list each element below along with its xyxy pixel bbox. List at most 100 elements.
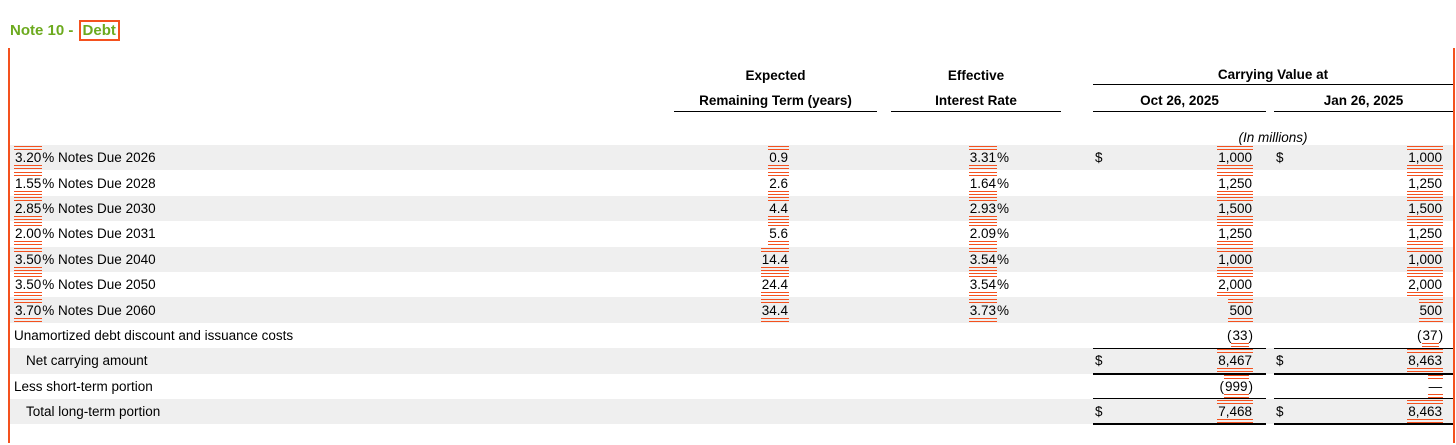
note-title-highlight-tag[interactable]: Debt	[78, 20, 120, 41]
cell-rate: 3.73%	[891, 297, 1061, 322]
xbrl-tagged-fact[interactable]: —	[1427, 374, 1444, 398]
xbrl-tagged-fact[interactable]: 3.50	[14, 273, 43, 297]
cell-term: 34.4	[674, 297, 877, 322]
xbrl-tagged-fact[interactable]: 33	[1231, 327, 1249, 347]
debt-table: Expected Effective Carrying Value at Rem…	[10, 48, 1454, 426]
cell-oct-value: 1,250	[1117, 170, 1266, 195]
row-label: 3.50% Notes Due 2050	[10, 272, 674, 297]
xbrl-tagged-fact[interactable]: 3.50	[14, 247, 43, 271]
gap-cell	[877, 348, 891, 373]
row-label: 3.50% Notes Due 2040	[10, 247, 674, 272]
xbrl-tagged-fact[interactable]: 1,250	[1217, 222, 1253, 246]
xbrl-tagged-fact[interactable]: 2.93	[968, 196, 997, 220]
gap-cell	[877, 170, 891, 195]
xbrl-tagged-fact[interactable]: 1,250	[1407, 222, 1444, 246]
gap-cell	[877, 221, 891, 246]
xbrl-tagged-fact[interactable]: 999	[1223, 374, 1249, 398]
cell-term: 5.6	[674, 221, 877, 246]
xbrl-tagged-fact[interactable]: 3.70	[14, 298, 43, 322]
cell-oct-value: 7,468	[1117, 398, 1266, 426]
xbrl-tagged-fact[interactable]: 3.20	[14, 146, 43, 170]
gap-cell	[877, 272, 891, 297]
value-suffix: % Notes Due 2060	[42, 302, 156, 318]
value-suffix: % Notes Due 2031	[42, 226, 156, 242]
gap-cell	[877, 297, 891, 322]
xbrl-tagged-fact[interactable]: 1,500	[1217, 196, 1253, 220]
header-gap	[877, 85, 891, 112]
xbrl-tagged-fact[interactable]: 4.4	[768, 196, 789, 220]
header-empty	[10, 112, 674, 146]
cell-term: 0.9	[674, 145, 877, 170]
table-row: 1.55% Notes Due 2028 2.6 1.64% 1,250 1,250	[10, 170, 1453, 195]
xbrl-tagged-fact[interactable]: 1,000	[1217, 247, 1253, 271]
xbrl-tagged-fact[interactable]: 500	[1418, 298, 1444, 322]
cell-jan-value: 1,000	[1298, 145, 1453, 170]
row-label: 3.20% Notes Due 2026	[10, 145, 674, 170]
cell-jan-dollar: $	[1274, 348, 1298, 375]
table-row: Total long-term portion $7,468 $8,463	[10, 398, 1454, 426]
xbrl-tagged-fact[interactable]: 34.4	[760, 298, 789, 322]
gap-cell	[1061, 348, 1093, 373]
xbrl-tagged-fact[interactable]: 3.73	[968, 298, 997, 322]
xbrl-tagged-fact[interactable]: 1.64	[968, 171, 997, 195]
row-label: Less short-term portion	[14, 378, 153, 394]
cell-oct-dollar	[1093, 272, 1117, 297]
gap-cell	[1266, 374, 1274, 399]
cell-jan-dollar: $	[1274, 398, 1298, 426]
row-label: 2.85% Notes Due 2030	[10, 196, 674, 221]
value-suffix: %	[996, 251, 1009, 267]
gap-cell	[1266, 247, 1274, 272]
cell-term: 24.4	[674, 272, 877, 297]
cell-oct-dollar	[1093, 170, 1117, 195]
cell-oct-value: 8,467	[1117, 348, 1266, 375]
xbrl-tagged-fact[interactable]: 5.6	[768, 222, 789, 246]
xbrl-tagged-fact[interactable]: 500	[1228, 298, 1253, 322]
gap-cell	[877, 145, 891, 170]
gap-cell	[1061, 170, 1093, 195]
gap-cell	[877, 196, 891, 221]
xbrl-tagged-fact[interactable]: 1,250	[1407, 171, 1444, 195]
gap-cell	[1061, 247, 1093, 272]
xbrl-tagged-fact[interactable]: 2.85	[14, 196, 43, 220]
xbrl-tagged-fact[interactable]: 1,250	[1217, 171, 1253, 195]
xbrl-tagged-fact[interactable]: 1.55	[14, 171, 43, 195]
gap-cell	[877, 247, 891, 272]
xbrl-tagged-fact[interactable]: 1,000	[1217, 146, 1253, 170]
xbrl-tagged-fact[interactable]: 2,000	[1407, 273, 1444, 297]
xbrl-tagged-fact[interactable]: 3.54	[968, 273, 997, 297]
cell-rate: 3.31%	[891, 145, 1061, 170]
xbrl-tagged-fact[interactable]: 2.00	[14, 222, 43, 246]
debt-table-header: Expected Effective Carrying Value at Rem…	[10, 48, 1454, 146]
xbrl-tagged-fact[interactable]: 37	[1421, 327, 1439, 347]
xbrl-tagged-fact[interactable]: 2.6	[768, 171, 789, 195]
cell-oct-value: 500	[1117, 297, 1266, 322]
xbrl-tagged-fact[interactable]: 1,000	[1407, 247, 1444, 271]
header-gap	[877, 48, 891, 85]
debt-table-body: 3.20% Notes Due 2026 0.9 3.31% $1,000 $1,000…	[10, 145, 1454, 426]
xbrl-tagged-fact[interactable]: 8,467	[1217, 349, 1253, 373]
value-suffix: %	[996, 175, 1009, 191]
xbrl-tagged-fact[interactable]: 3.31	[968, 146, 997, 170]
xbrl-tagged-fact[interactable]: 24.4	[760, 273, 789, 297]
xbrl-tagged-fact[interactable]: 8,463	[1407, 399, 1444, 423]
xbrl-tagged-fact[interactable]: 3.54	[968, 247, 997, 271]
cell-jan-value: 500	[1298, 297, 1453, 322]
xbrl-tagged-fact[interactable]: 7,468	[1217, 399, 1253, 423]
row-label: Total long-term portion	[26, 404, 161, 420]
cell-jan-dollar	[1274, 272, 1298, 297]
cell-rate: 2.09%	[891, 221, 1061, 246]
cell-term: 2.6	[674, 170, 877, 195]
gap-cell	[1061, 374, 1093, 399]
xbrl-tagged-fact[interactable]: 2,000	[1217, 273, 1253, 297]
gap-cell	[1266, 145, 1274, 170]
gap-cell	[1061, 221, 1093, 246]
cell-oct-value: 1,500	[1117, 196, 1266, 221]
xbrl-tagged-fact[interactable]: 0.9	[768, 146, 789, 170]
xbrl-tagged-fact[interactable]: 1,000	[1407, 146, 1444, 170]
xbrl-tagged-fact[interactable]: 8,463	[1407, 349, 1444, 373]
cell-oct-dollar	[1093, 297, 1117, 322]
xbrl-tagged-fact[interactable]: 2.09	[968, 222, 997, 246]
xbrl-tagged-fact[interactable]: 1,500	[1407, 196, 1444, 220]
cell-oct-value: (33)	[1117, 322, 1266, 349]
xbrl-tagged-fact[interactable]: 14.4	[760, 247, 789, 271]
